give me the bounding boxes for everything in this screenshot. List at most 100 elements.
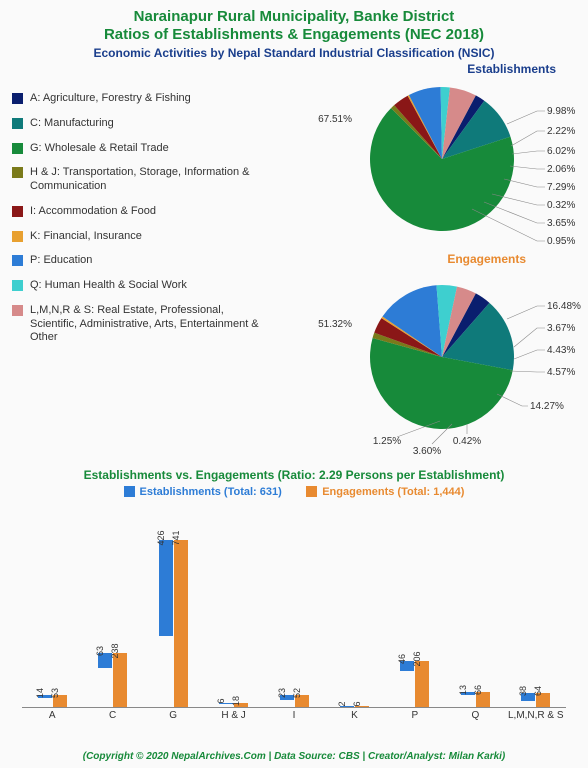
pie-value-label: 3.67% (547, 323, 575, 334)
bar-category-label: C (109, 710, 116, 721)
legend-label: K: Financial, Insurance (30, 230, 142, 244)
bar-eng: 238 (113, 653, 127, 707)
bar-group: 23 52 I (272, 695, 316, 707)
pie-establishments-svg: 9.98%2.22%6.02%2.06%7.29%0.32%3.65%0.95%… (312, 74, 582, 249)
legend-label: P: Education (30, 254, 92, 268)
legend-item: P: Education (12, 254, 272, 268)
bar-val: 6 (216, 698, 226, 703)
legend-item: C: Manufacturing (12, 117, 272, 131)
bar-val: 2 (337, 701, 347, 706)
bar-chart-title: Establishments vs. Engagements (Ratio: 2… (12, 468, 576, 482)
pie-engagements-svg: 16.48% 3.67% 4.43% 4.57% 14.27% 0.42% 3.60% 1.2… (312, 269, 582, 459)
legend-item: L,M,N,R & S: Real Estate, Professional, … (12, 304, 272, 345)
pie-value-label: 4.57% (547, 367, 575, 378)
bar-val: 741 (171, 531, 181, 546)
bar-chart: 14 53 A 63 238 C 426 741 G 6 18 H & J 23… (22, 508, 566, 708)
legend-item: I: Accommodation & Food (12, 205, 272, 219)
legend-item: G: Wholesale & Retail Trade (12, 142, 272, 156)
bar-category-label: G (169, 710, 177, 721)
bar-eng: 52 (295, 695, 309, 707)
legend-swatch (12, 93, 23, 104)
legend-label: I: Accommodation & Food (30, 205, 156, 219)
pie-legend: A: Agriculture, Forestry & Fishing C: Man… (12, 92, 272, 356)
bar-eng: 6 (355, 706, 369, 707)
pie-value-label: 9.98% (547, 106, 575, 117)
pie-value-label: 0.95% (547, 236, 575, 247)
bar-val: 38 (518, 686, 528, 696)
bar-category-label: L,M,N,R & S (508, 710, 564, 721)
pie-value-label: 6.02% (547, 146, 575, 157)
bar-legend-est-label: Establishments (Total: 631) (140, 486, 282, 498)
infographic-container: Narainapur Rural Municipality, Banke Dis… (0, 0, 588, 768)
bar-category-label: I (293, 710, 296, 721)
bar-group: 14 53 A (30, 695, 74, 707)
pie-value-label: 0.42% (453, 436, 481, 447)
bar-group: 63 238 C (91, 653, 135, 707)
footer-text: (Copyright © 2020 NepalArchives.Com | Da… (0, 751, 588, 762)
bar-eng: 66 (476, 692, 490, 707)
pie-value-label: 14.27% (530, 401, 564, 412)
bar-val: 64 (533, 686, 543, 696)
bar-est: 426 (159, 540, 173, 636)
legend-swatch (12, 231, 23, 242)
bar-eng: 18 (234, 703, 248, 707)
legend-label: H & J: Transportation, Storage, Informat… (30, 166, 272, 194)
bar-chart-legend: Establishments (Total: 631) Engagements … (12, 484, 576, 502)
bar-val: 53 (50, 688, 60, 698)
legend-swatch (12, 118, 23, 129)
bar-eng: 206 (415, 661, 429, 707)
legend-swatch (12, 206, 23, 217)
main-title-line1: Narainapur Rural Municipality, Banke Dis… (12, 8, 576, 26)
bar-legend-eng-swatch (306, 486, 317, 497)
bar-category-label: P (412, 710, 419, 721)
subtitle: Economic Activities by Nepal Standard In… (12, 46, 576, 60)
pie-value-label: 4.43% (547, 345, 575, 356)
legend-item: H & J: Transportation, Storage, Informat… (12, 166, 272, 194)
bar-legend-eng-label: Engagements (Total: 1,444) (322, 486, 464, 498)
pie-value-label: 16.48% (547, 301, 581, 312)
bar-group: 426 741 G (151, 540, 195, 707)
engagements-header: Engagements (447, 252, 526, 266)
bar-val: 14 (35, 688, 45, 698)
pie-value-label: 67.51% (318, 114, 352, 125)
bar-category-label: H & J (221, 710, 245, 721)
legend-swatch (12, 143, 23, 154)
bar-val: 238 (110, 644, 120, 659)
legend-label: A: Agriculture, Forestry & Fishing (30, 92, 191, 106)
bar-eng: 64 (536, 693, 550, 707)
legend-item: Q: Human Health & Social Work (12, 279, 272, 293)
legend-item: K: Financial, Insurance (12, 230, 272, 244)
bar-group: 13 66 Q (453, 692, 497, 707)
bar-category-label: K (351, 710, 358, 721)
legend-label: Q: Human Health & Social Work (30, 279, 187, 293)
bar-legend-est: Establishments (Total: 631) (124, 486, 282, 498)
bar-group: 38 64 L,M,N,R & S (514, 693, 558, 707)
bar-val: 46 (397, 654, 407, 664)
bar-val: 23 (277, 688, 287, 698)
legend-label: G: Wholesale & Retail Trade (30, 142, 169, 156)
bar-legend-est-swatch (124, 486, 135, 497)
pie-establishments: 9.98%2.22%6.02%2.06%7.29%0.32%3.65%0.95%… (312, 74, 582, 249)
pie-value-label: 3.65% (547, 218, 575, 229)
pie-value-label: 1.25% (373, 436, 401, 447)
bar-val: 52 (292, 688, 302, 698)
pie-engagements: 16.48% 3.67% 4.43% 4.57% 14.27% 0.42% 3.60% 1.2… (312, 269, 582, 459)
bar-group: 46 206 P (393, 661, 437, 707)
bar-val: 206 (412, 651, 422, 666)
pie-value-label: 51.32% (318, 319, 352, 330)
legend-swatch (12, 255, 23, 266)
pie-value-label: 3.60% (413, 446, 441, 457)
bar-legend-eng: Engagements (Total: 1,444) (306, 486, 464, 498)
legend-swatch (12, 280, 23, 291)
bar-val: 63 (95, 646, 105, 656)
legend-label: C: Manufacturing (30, 117, 114, 131)
bar-eng: 741 (174, 540, 188, 707)
bar-val: 66 (473, 685, 483, 695)
bar-category-label: Q (471, 710, 479, 721)
bar-val: 6 (352, 701, 362, 706)
legend-label: L,M,N,R & S: Real Estate, Professional, … (30, 304, 272, 345)
bar-val: 18 (231, 696, 241, 706)
top-section: Establishments Engagements A: Agricultur… (12, 64, 576, 464)
bar-group: 6 18 H & J (212, 703, 256, 707)
main-title-line2: Ratios of Establishments & Engagements (… (12, 26, 576, 44)
